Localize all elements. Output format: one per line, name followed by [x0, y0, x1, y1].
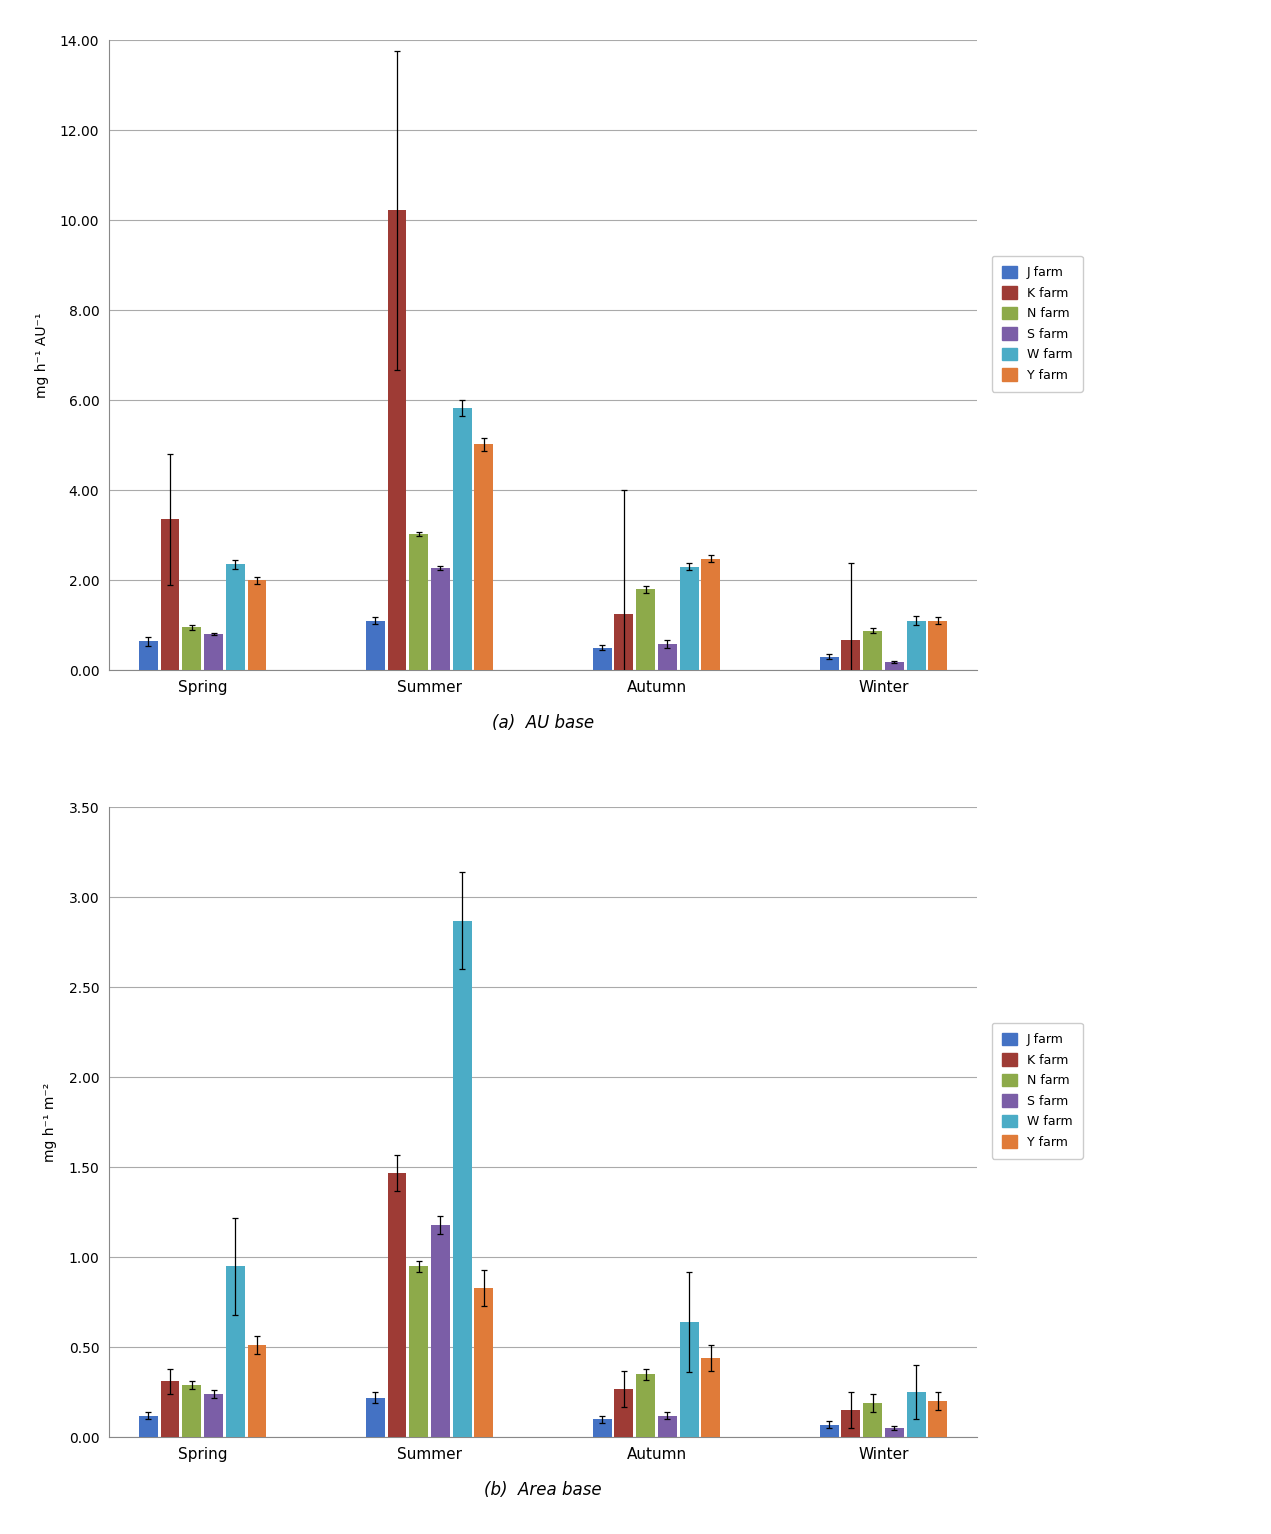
Bar — [863, 1404, 882, 1437]
Bar — [820, 657, 839, 670]
Bar — [702, 558, 721, 670]
Bar — [452, 408, 472, 670]
Bar — [182, 1385, 201, 1437]
X-axis label: (a)  AU base: (a) AU base — [492, 715, 594, 732]
Bar — [182, 627, 201, 670]
Legend: J farm, K farm, N farm, S farm, W farm, Y farm: J farm, K farm, N farm, S farm, W farm, … — [991, 256, 1083, 391]
Bar — [248, 1345, 267, 1437]
Bar — [614, 1388, 633, 1437]
Bar — [452, 920, 472, 1437]
Bar — [226, 565, 245, 670]
Bar — [680, 1322, 699, 1437]
Bar — [474, 445, 493, 670]
Bar — [928, 1401, 947, 1437]
X-axis label: (b)  Area base: (b) Area base — [484, 1482, 602, 1499]
Bar — [614, 614, 633, 670]
Bar — [658, 644, 677, 670]
Bar — [205, 1394, 222, 1437]
Bar — [409, 534, 428, 670]
Bar — [702, 1358, 721, 1437]
Bar — [680, 566, 699, 670]
Y-axis label: mg h⁻¹ AU⁻¹: mg h⁻¹ AU⁻¹ — [34, 313, 48, 397]
Bar — [205, 634, 222, 670]
Bar — [431, 1224, 450, 1437]
Bar — [906, 621, 925, 670]
Bar — [637, 589, 655, 670]
Bar — [658, 1416, 677, 1437]
Bar — [366, 621, 385, 670]
Bar — [366, 1397, 385, 1437]
Bar — [885, 1428, 904, 1437]
Bar — [474, 1287, 493, 1437]
Bar — [863, 630, 882, 670]
Bar — [928, 621, 947, 670]
Y-axis label: mg h⁻¹ m⁻²: mg h⁻¹ m⁻² — [43, 1083, 57, 1161]
Bar — [431, 568, 450, 670]
Bar — [226, 1266, 245, 1437]
Bar — [139, 1416, 158, 1437]
Bar — [139, 641, 158, 670]
Bar — [592, 1419, 611, 1437]
Bar — [160, 1381, 179, 1437]
Bar — [637, 1374, 655, 1437]
Bar — [592, 647, 611, 670]
Bar — [820, 1425, 839, 1437]
Bar — [841, 640, 860, 670]
Bar — [409, 1266, 428, 1437]
Bar — [841, 1410, 860, 1437]
Legend: J farm, K farm, N farm, S farm, W farm, Y farm: J farm, K farm, N farm, S farm, W farm, … — [991, 1023, 1083, 1158]
Bar — [160, 520, 179, 670]
Bar — [248, 580, 267, 670]
Bar — [388, 1172, 407, 1437]
Bar — [906, 1393, 925, 1437]
Bar — [885, 663, 904, 670]
Bar — [388, 210, 407, 670]
